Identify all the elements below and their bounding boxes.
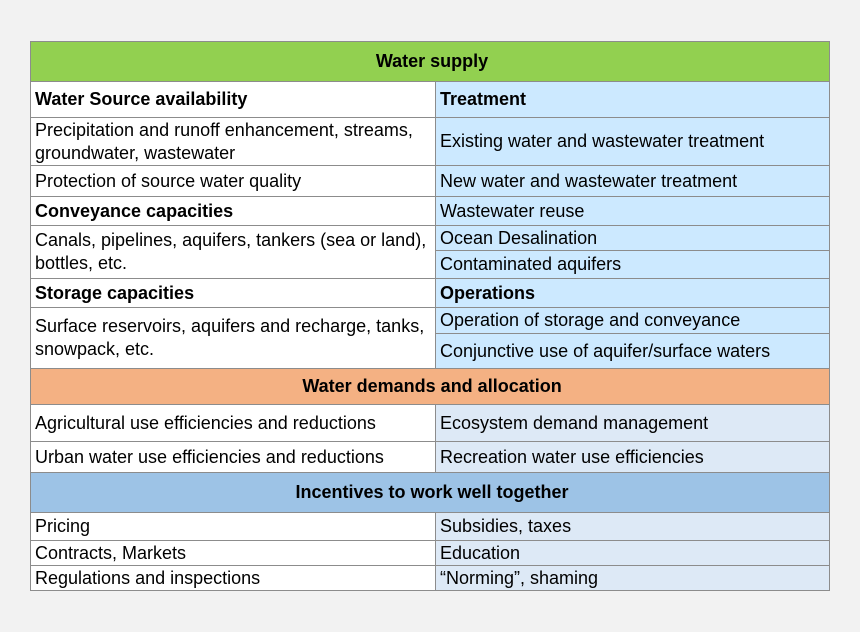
water-demands-heading: Water demands and allocation <box>29 368 831 405</box>
conveyance-item: Canals, pipelines, aquifers, tankers (se… <box>30 225 436 279</box>
operations-header: Operations <box>434 278 831 308</box>
operations-item: Operation of storage and conveyance <box>434 307 831 334</box>
source-item: Protection of source water quality <box>30 165 436 197</box>
incentive-item: Regulations and inspections <box>30 565 436 591</box>
water-management-table: Water supply Water Source availability T… <box>29 41 831 591</box>
demand-item: Recreation water use efficiencies <box>434 441 831 473</box>
treatment-item: Wastewater reuse <box>434 196 831 226</box>
conveyance-capacities-header: Conveyance capacities <box>30 196 436 226</box>
incentive-item: Contracts, Markets <box>30 540 436 566</box>
demand-item: Agricultural use efficiencies and reduct… <box>30 404 436 442</box>
source-item: Precipitation and runoff enhancement, st… <box>30 117 436 166</box>
treatment-item: New water and wastewater treatment <box>434 165 831 197</box>
incentives-heading: Incentives to work well together <box>29 472 831 513</box>
storage-item: Surface reservoirs, aquifers and recharg… <box>30 307 436 369</box>
treatment-item: Contaminated aquifers <box>434 250 831 279</box>
incentive-item: Subsidies, taxes <box>434 512 831 541</box>
treatment-item: Ocean Desalination <box>434 225 831 251</box>
operations-item: Conjunctive use of aquifer/surface water… <box>434 333 831 369</box>
water-supply-heading: Water supply <box>29 41 831 82</box>
treatment-item: Existing water and wastewater treatment <box>434 117 831 166</box>
demand-item: Urban water use efficiencies and reducti… <box>30 441 436 473</box>
storage-capacities-header: Storage capacities <box>30 278 436 308</box>
incentive-item: Pricing <box>30 512 436 541</box>
treatment-header: Treatment <box>434 81 831 118</box>
demand-item: Ecosystem demand management <box>434 404 831 442</box>
incentive-item: Education <box>434 540 831 566</box>
water-source-availability-header: Water Source availability <box>30 81 436 118</box>
incentive-item: “Norming”, shaming <box>434 565 831 591</box>
